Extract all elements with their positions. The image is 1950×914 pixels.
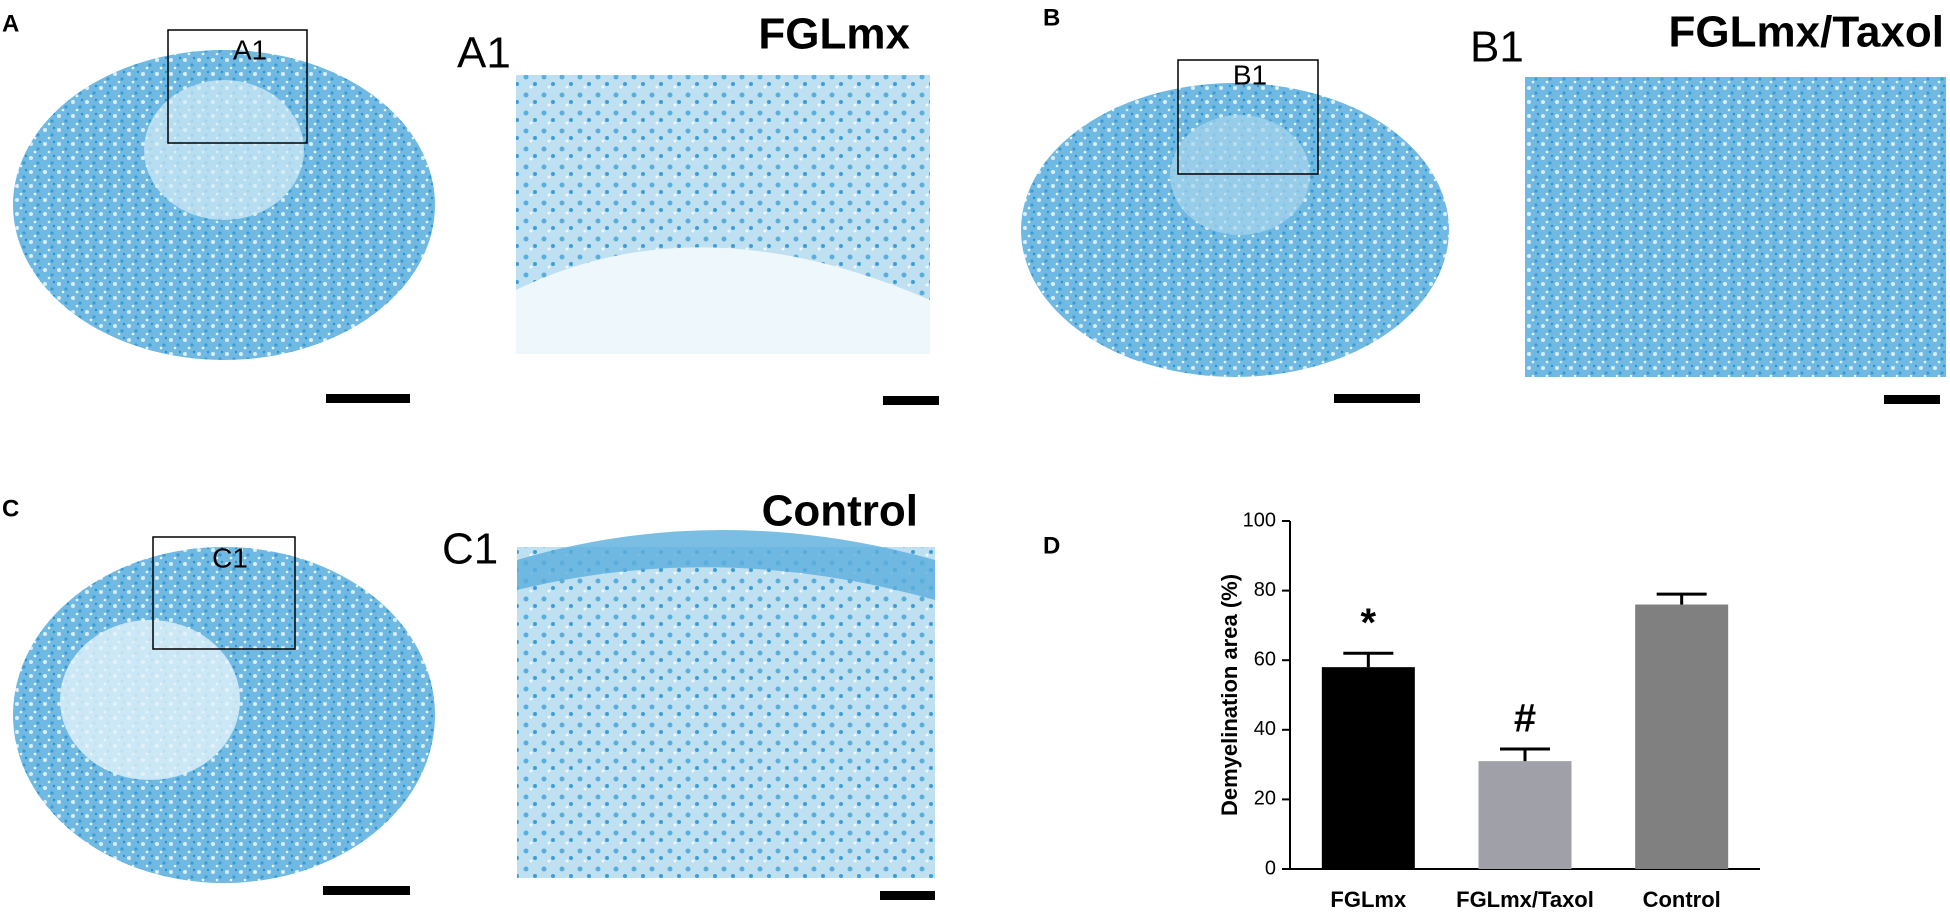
annotation: # bbox=[1514, 697, 1536, 741]
panel-label: D bbox=[1043, 532, 1060, 559]
micrograph bbox=[1525, 77, 1946, 377]
inset-title: FGLmx bbox=[758, 10, 910, 59]
y-tick-label: 80 bbox=[1254, 579, 1276, 601]
panel-b1: B1 FGLmx/Taxol bbox=[1470, 8, 1946, 404]
scale-bar bbox=[883, 396, 939, 405]
panel-label: B bbox=[1043, 4, 1060, 31]
inset-box bbox=[167, 29, 308, 144]
inset-label: B1 bbox=[1470, 23, 1524, 72]
panel-a: A A1 bbox=[2, 10, 435, 403]
inset-label: C1 bbox=[442, 525, 498, 574]
y-axis-label: Demyelination area (%) bbox=[1217, 574, 1242, 816]
error-bar bbox=[1343, 651, 1394, 668]
scale-bar bbox=[880, 891, 935, 900]
scale-bar bbox=[323, 886, 410, 895]
panel-a1: A1 FGLmx bbox=[457, 10, 939, 405]
error-bar bbox=[1656, 592, 1707, 605]
annotation: * bbox=[1361, 601, 1377, 645]
scale-bar bbox=[1334, 394, 1420, 403]
scale-bar bbox=[1884, 395, 1940, 404]
panel-c1: C1 Control bbox=[442, 487, 935, 900]
y-tick-label: 20 bbox=[1254, 788, 1276, 810]
y-tick-label: 40 bbox=[1254, 718, 1276, 740]
bar-chart: D Demyelination area (%) 0 20 40 60 80 100 FGL… bbox=[1043, 509, 1760, 912]
panel-label: C bbox=[2, 495, 19, 522]
box-label: C1 bbox=[212, 542, 248, 573]
error-bar bbox=[1500, 747, 1550, 762]
tissue-region bbox=[1170, 115, 1310, 235]
panel-b: B B1 bbox=[1021, 4, 1449, 403]
bar bbox=[1478, 761, 1572, 869]
x-tick-label: Control bbox=[1643, 887, 1721, 912]
bar bbox=[1635, 604, 1729, 869]
tissue-region bbox=[516, 247, 930, 354]
inset-label: A1 bbox=[457, 29, 511, 78]
box-label: B1 bbox=[1233, 59, 1267, 90]
micrograph bbox=[517, 547, 935, 878]
scale-bar bbox=[326, 394, 410, 403]
y-tick-label: 60 bbox=[1254, 648, 1276, 670]
tissue-region bbox=[60, 620, 240, 780]
panel-label: A bbox=[2, 10, 19, 37]
inset-title: Control bbox=[762, 487, 918, 536]
tissue-region bbox=[144, 80, 304, 220]
tissue-region bbox=[517, 530, 935, 600]
inset-box bbox=[1177, 59, 1319, 175]
inset-title: FGLmx/Taxol bbox=[1669, 8, 1944, 57]
bar bbox=[1321, 667, 1415, 869]
box-label: A1 bbox=[233, 34, 267, 65]
x-tick-label: FGLmx/Taxol bbox=[1456, 887, 1594, 912]
panel-c: C C1 bbox=[2, 495, 435, 895]
x-tick-label: FGLmx bbox=[1330, 887, 1407, 912]
y-tick-label: 0 bbox=[1265, 857, 1276, 879]
y-tick-label: 100 bbox=[1243, 509, 1276, 531]
inset-box bbox=[152, 536, 296, 650]
